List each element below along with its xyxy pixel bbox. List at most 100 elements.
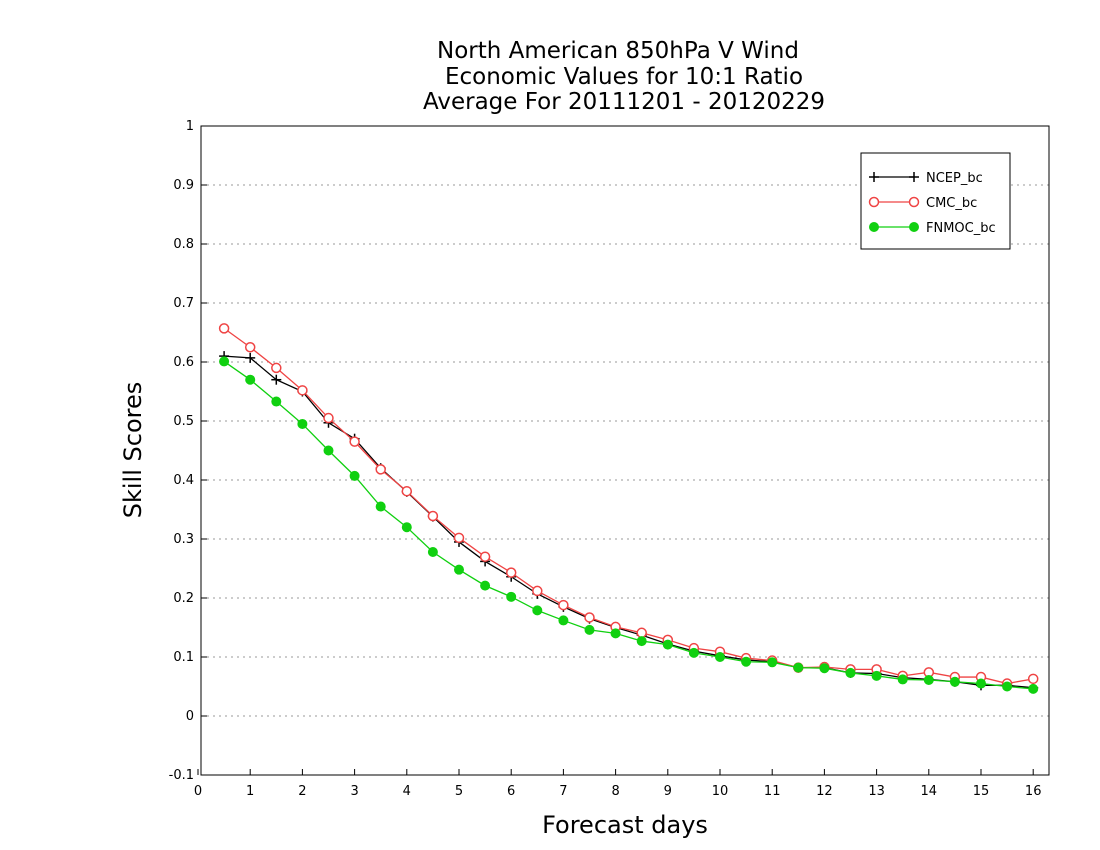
data-point-FNMOC_bc [219, 356, 230, 367]
data-point-CMC_bc [323, 412, 334, 424]
y-axis-label: Skill Scores [119, 382, 147, 519]
data-point-CMC_bc [218, 323, 230, 334]
x-tick-label: 1 [246, 784, 254, 799]
title-line-1: North American 850hPa V Wind [437, 38, 799, 64]
x-axis-ticks: 0 1 2 3 4 5 6 7 8 9 10 11 12 13 14 15 16 [194, 769, 1042, 799]
chart-title: North American 850hPa V Wind Economic Va… [423, 38, 825, 115]
data-point-CMC_bc [453, 532, 465, 544]
legend-marker-left [869, 172, 879, 182]
data-point-CMC_bc [532, 585, 543, 597]
x-tick-label: 15 [973, 784, 990, 799]
legend: NCEP_bc CMC_bc FNMOC_bc [860, 152, 1011, 250]
data-point-FNMOC_bc [349, 470, 360, 481]
x-tick-label: 13 [868, 784, 885, 799]
y-tick-label: 0.4 [173, 473, 194, 488]
y-tick-label: 0.6 [173, 355, 194, 370]
data-point-CMC_bc [505, 567, 517, 578]
data-point-FNMOC_bc [610, 628, 621, 639]
data-point-FNMOC_bc [245, 374, 256, 385]
series-NCEP_bc [219, 351, 1039, 693]
x-tick-label: 12 [816, 784, 833, 799]
x-tick-label: 9 [664, 784, 672, 799]
y-axis-ticks: -0.1 0 0.1 0.2 0.3 0.4 0.5 0.6 0.7 0.8 0.9 1 [169, 119, 207, 783]
data-point-FNMOC_bc [767, 657, 778, 668]
x-tick-label: 7 [559, 784, 567, 799]
data-point-FNMOC_bc [819, 663, 830, 674]
data-point-CMC_bc [349, 436, 360, 447]
y-tick-label: 0.2 [173, 591, 194, 606]
data-point-FNMOC_bc [949, 676, 960, 687]
legend-label: NCEP_bc [926, 171, 983, 186]
data-point-FNMOC_bc [923, 675, 934, 686]
data-point-FNMOC_bc [454, 564, 464, 575]
y-tick-label: 0.8 [173, 237, 194, 252]
legend-item-CMC_bc: CMC_bc [868, 196, 977, 211]
data-point-FNMOC_bc [845, 667, 856, 678]
legend-label: FNMOC_bc [926, 221, 996, 236]
data-point-CMC_bc [401, 485, 413, 497]
data-point-CMC_bc [271, 362, 282, 374]
y-tick-label: 0.5 [173, 414, 194, 429]
legend-marker-right [908, 196, 920, 208]
data-point-NCEP_bc [271, 374, 282, 385]
title-line-2: Economic Values for 10:1 Ratio [445, 64, 803, 90]
x-tick-label: 6 [507, 784, 515, 799]
data-point-CMC_bc [1027, 673, 1039, 685]
title-line-3: Average For 20111201 - 20120229 [423, 89, 825, 115]
data-point-FNMOC_bc [427, 546, 438, 557]
data-point-FNMOC_bc [715, 652, 725, 662]
y-tick-label: 0.9 [173, 178, 194, 193]
series-FNMOC_bc [219, 356, 1039, 694]
y-tick-label: -0.1 [169, 768, 194, 783]
data-point-FNMOC_bc [401, 522, 412, 533]
legend-marker-left [869, 222, 879, 232]
data-point-FNMOC_bc [662, 639, 673, 650]
x-tick-label: 11 [764, 784, 781, 799]
data-point-FNMOC_bc [558, 615, 569, 626]
series-layer [218, 323, 1039, 694]
data-point-FNMOC_bc [793, 662, 804, 673]
x-tick-label: 5 [455, 784, 463, 799]
data-point-FNMOC_bc [897, 674, 908, 685]
legend-label: CMC_bc [926, 196, 977, 211]
legend-item-FNMOC_bc: FNMOC_bc [869, 221, 996, 236]
data-point-FNMOC_bc [271, 396, 282, 407]
x-axis-label: Forecast days [542, 811, 708, 839]
legend-marker-left [868, 196, 880, 208]
data-point-FNMOC_bc [297, 418, 308, 429]
data-point-CMC_bc [427, 510, 439, 522]
data-point-CMC_bc [479, 551, 491, 562]
x-tick-label: 4 [403, 784, 411, 799]
data-point-FNMOC_bc [375, 501, 386, 512]
legend-marker-right [909, 222, 919, 232]
y-tick-label: 0.3 [173, 532, 194, 547]
data-point-FNMOC_bc [636, 636, 647, 647]
x-tick-label: 16 [1025, 784, 1042, 799]
data-point-CMC_bc [584, 612, 595, 623]
x-tick-label: 3 [350, 784, 358, 799]
data-point-FNMOC_bc [976, 678, 986, 689]
legend-marker-right [909, 172, 919, 182]
data-point-FNMOC_bc [871, 670, 882, 681]
series-CMC_bc [218, 323, 1039, 689]
data-point-FNMOC_bc [480, 580, 491, 591]
data-point-FNMOC_bc [506, 591, 517, 602]
x-tick-label: 14 [921, 784, 938, 799]
data-point-CMC_bc [375, 464, 386, 475]
y-tick-label: 1 [186, 119, 194, 134]
data-point-FNMOC_bc [688, 647, 699, 658]
y-tick-label: 0.1 [173, 650, 194, 665]
data-point-CMC_bc [297, 385, 308, 396]
series-line-CMC_bc [223, 327, 1034, 685]
series-line-NCEP_bc [224, 355, 1034, 689]
data-point-CMC_bc [636, 627, 647, 639]
data-point-FNMOC_bc [532, 605, 543, 616]
data-point-CMC_bc [558, 599, 569, 611]
data-point-CMC_bc [244, 342, 256, 353]
y-tick-label: 0.7 [173, 296, 194, 311]
legend-item-NCEP_bc: NCEP_bc [869, 171, 983, 186]
data-point-FNMOC_bc [1028, 683, 1039, 694]
legend-box [860, 152, 1011, 250]
plot-area-frame [200, 125, 1050, 776]
